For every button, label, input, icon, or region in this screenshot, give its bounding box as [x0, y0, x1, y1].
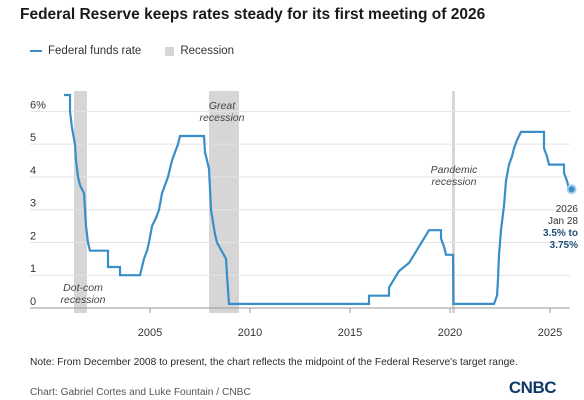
x-axis-ticks: 2005 2010 2015 2020 2025: [138, 308, 562, 339]
annotations: Dot-com recession Great recession Pandemic re…: [61, 100, 579, 306]
latest-point-marker: [566, 184, 577, 195]
legend: Federal funds rate Recession: [30, 45, 234, 57]
y-tick-label: 5: [30, 132, 36, 144]
y-tick-label: 4: [30, 165, 36, 177]
annotation-dotcom-recession: Dot-com recession: [61, 282, 106, 306]
y-tick-label: 0: [30, 296, 36, 308]
y-axis-ticks: 0 1 2 3 4 5 6%: [30, 99, 46, 308]
legend-recession-label: Recession: [180, 45, 235, 57]
y-tick-label: 1: [30, 263, 36, 275]
cnbc-logo: CNBC: [508, 378, 557, 397]
legend-line-label: Federal funds rate: [48, 45, 142, 57]
recession-band: [209, 91, 239, 313]
recession-band: [452, 91, 455, 313]
x-tick-label: 2010: [238, 327, 262, 339]
chart-title: Federal Reserve keeps rates steady for i…: [20, 6, 486, 23]
latest-label-line: 3.5% to: [543, 228, 578, 239]
y-tick-label: 2: [30, 230, 36, 242]
footnote: Note: From December 2008 to present, the…: [30, 357, 518, 368]
recession-band: [74, 91, 87, 313]
recession-bands: [74, 91, 455, 313]
latest-label-line: Jan 28: [548, 216, 578, 227]
annotation-great-recession: Great recession: [200, 100, 245, 124]
x-tick-label: 2025: [538, 327, 562, 339]
series-lines: [64, 93, 572, 305]
credit-line: Chart: Gabriel Cortes and Luke Fountain …: [30, 387, 251, 398]
x-tick-label: 2005: [138, 327, 162, 339]
latest-label-line: 2026: [556, 204, 579, 215]
latest-label-line: 3.75%: [550, 240, 578, 251]
series-line-fed-funds-rate: [64, 93, 572, 305]
gridlines: [30, 110, 570, 309]
x-tick-label: 2015: [338, 327, 362, 339]
y-tick-label: 6%: [30, 99, 46, 111]
x-tick-label: 2020: [438, 327, 462, 339]
legend-line-swatch: [30, 50, 42, 52]
legend-recession-swatch: [165, 46, 175, 56]
annotation-pandemic-recession: Pandemic recession: [431, 164, 478, 188]
y-tick-label: 3: [30, 198, 36, 210]
